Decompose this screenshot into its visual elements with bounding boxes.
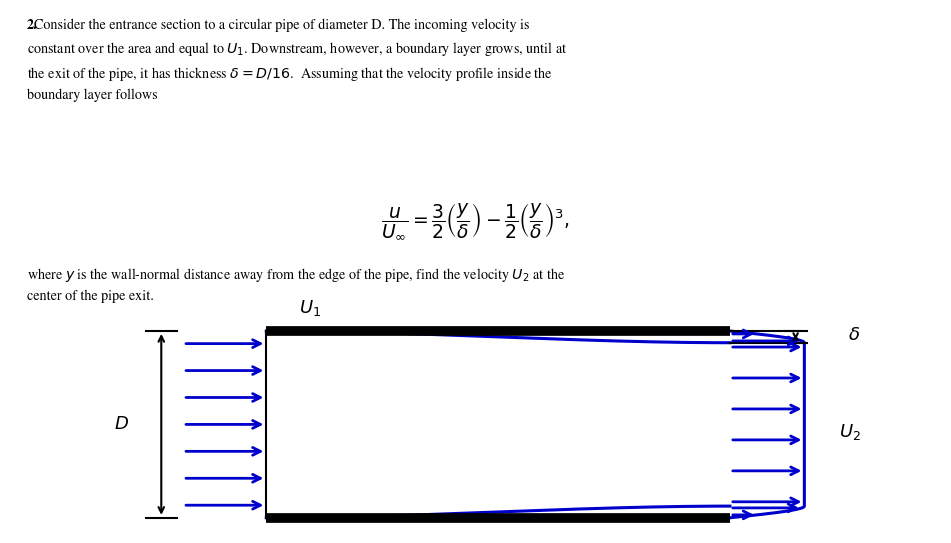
Text: $\dfrac{u}{U_\infty} = \dfrac{3}{2}\left(\dfrac{y}{\delta}\right) - \dfrac{1}{2}: $\dfrac{u}{U_\infty} = \dfrac{3}{2}\left…	[381, 201, 570, 241]
Text: Consider the entrance section to a circular pipe of diameter D. The incoming vel: Consider the entrance section to a circu…	[27, 19, 567, 102]
Text: 2.: 2.	[27, 19, 37, 32]
Text: where $y$ is the wall-normal distance away from the edge of the pipe, find the v: where $y$ is the wall-normal distance aw…	[27, 266, 565, 303]
Text: $D$: $D$	[114, 416, 129, 433]
Text: $\delta$: $\delta$	[848, 326, 861, 344]
Text: $U_2$: $U_2$	[840, 421, 862, 441]
Text: $U_1$: $U_1$	[299, 299, 321, 319]
